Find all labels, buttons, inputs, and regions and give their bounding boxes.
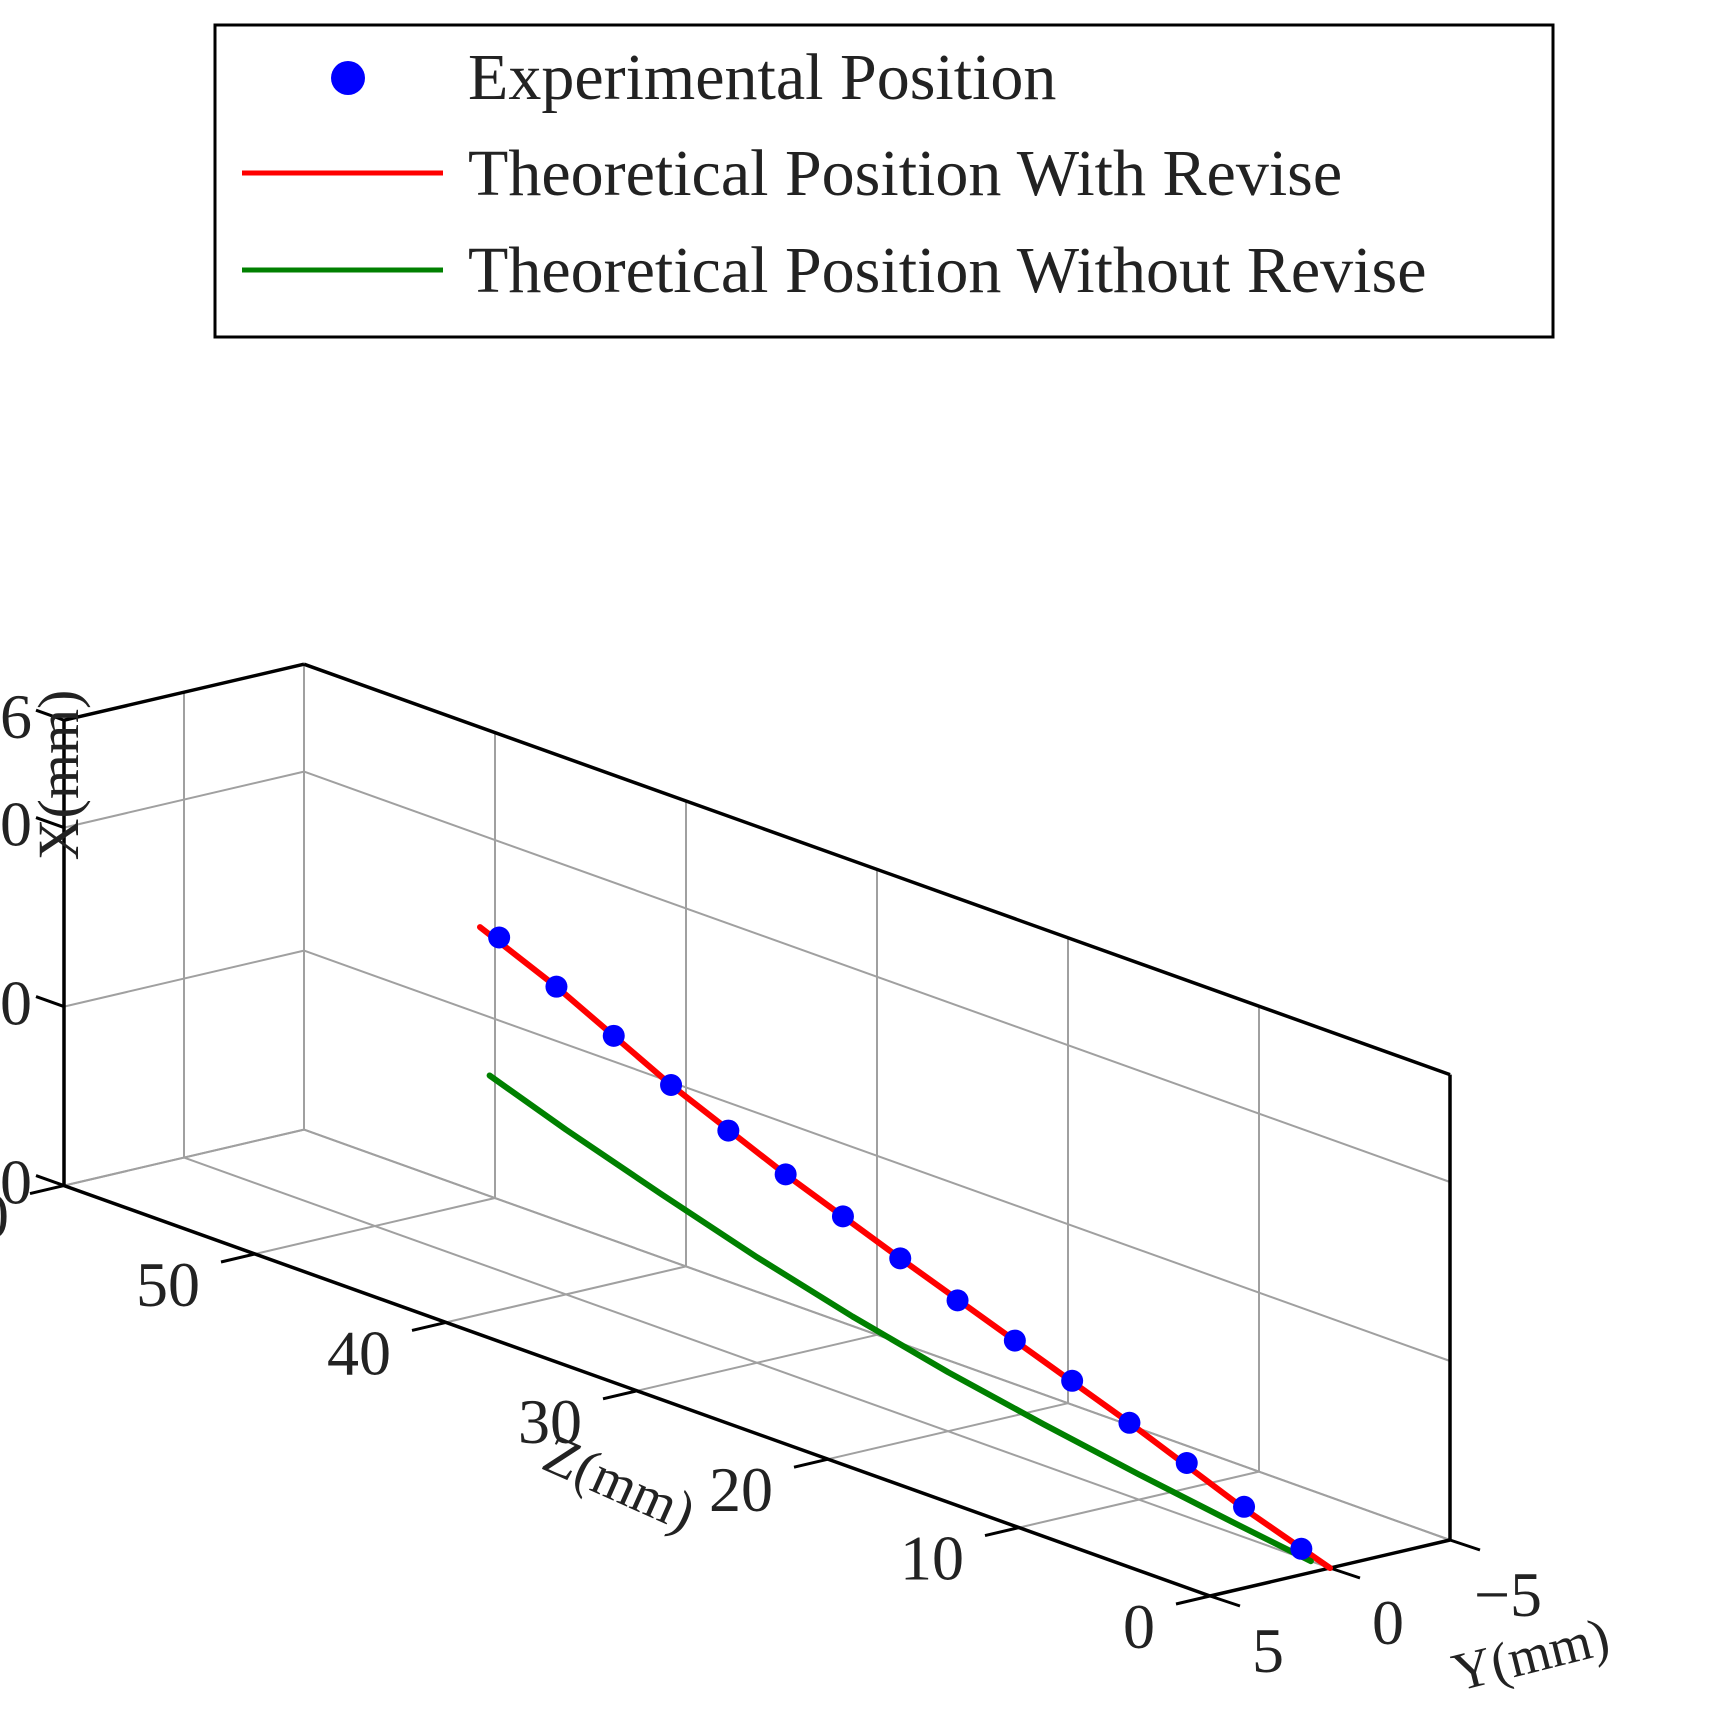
- z-tick-label: 40: [327, 1317, 391, 1388]
- z-tick-label: 0: [1123, 1591, 1155, 1662]
- x-tick-label: 20: [0, 789, 32, 860]
- legend: Experimental Position Theoretical Positi…: [213, 23, 1555, 339]
- experimental-point-5: [1003, 1329, 1026, 1352]
- z-tick-label: 50: [136, 1249, 200, 1320]
- experimental-point-6: [946, 1289, 969, 1312]
- experimental-point-0: [1290, 1537, 1313, 1560]
- z-tick-label: 20: [709, 1454, 773, 1525]
- y-tick-label: −5: [1474, 1559, 1542, 1630]
- experimental-point-3: [1118, 1411, 1141, 1434]
- experimental-point-13: [545, 975, 568, 998]
- z-tick-0: [1175, 1594, 1211, 1606]
- y-tick-5: [1209, 1594, 1241, 1608]
- x-tick-10: [35, 995, 65, 1009]
- experimental-point-9: [774, 1163, 797, 1186]
- x-tick-label: 10: [0, 968, 32, 1039]
- x-tick-label: 26: [0, 681, 32, 752]
- grid-floor-y--5: [303, 1128, 1451, 1541]
- y-tick--5: [1449, 1538, 1481, 1552]
- legend-label-experimental: Experimental Position: [468, 41, 1056, 114]
- grid-back-x-20: [303, 770, 1451, 1183]
- experimental-point-8: [831, 1205, 854, 1228]
- z-tick-30: [602, 1389, 638, 1401]
- z-tick-label: 60: [0, 1181, 9, 1252]
- data-series: [477, 924, 1333, 1571]
- series-line-2: [486, 1072, 1314, 1565]
- grid-back-x-10: [303, 949, 1451, 1362]
- experimental-point-10: [717, 1119, 740, 1142]
- legend-box: [213, 23, 1555, 339]
- z-axis-title: Z(mm): [534, 1423, 704, 1544]
- grid-floor-y-0: [183, 1156, 1331, 1569]
- box-top-back-edge: [303, 662, 1451, 1077]
- z-tick-50: [220, 1252, 256, 1264]
- y-tick-label: 0: [1372, 1587, 1404, 1658]
- z-tick-label: 10: [900, 1523, 964, 1594]
- z-tick-label: 30: [518, 1386, 582, 1457]
- x-tick-0: [35, 1174, 65, 1188]
- experimental-point-12: [602, 1024, 625, 1047]
- legend-marker-experimental: [331, 61, 365, 95]
- x-tick-label: 0: [0, 1147, 32, 1218]
- experimental-point-7: [889, 1247, 912, 1270]
- box-top-side-edge: [63, 662, 305, 722]
- z-tick-60: [29, 1184, 65, 1196]
- experimental-point-2: [1175, 1452, 1198, 1474]
- y-tick-0: [1329, 1566, 1361, 1580]
- experimental-point-4: [1061, 1369, 1084, 1392]
- experimental-point-11: [660, 1074, 683, 1096]
- x-tick-26: [35, 708, 65, 722]
- legend-label-with-revise: Theoretical Position With Revise: [468, 137, 1342, 210]
- y-tick-label: 5: [1252, 1615, 1284, 1686]
- experimental-point-1: [1233, 1495, 1256, 1518]
- x-axis-title: X(mm): [26, 690, 91, 861]
- legend-label-without-revise: Theoretical Position Without Revise: [468, 234, 1426, 307]
- z-tick-20: [793, 1457, 829, 1469]
- x-tick-20: [35, 816, 65, 830]
- axis-ticks: 0102026010203040506050−5: [0, 681, 1542, 1686]
- z-tick-10: [984, 1526, 1020, 1538]
- z-tick-40: [411, 1320, 447, 1332]
- experimental-point-14: [488, 926, 511, 949]
